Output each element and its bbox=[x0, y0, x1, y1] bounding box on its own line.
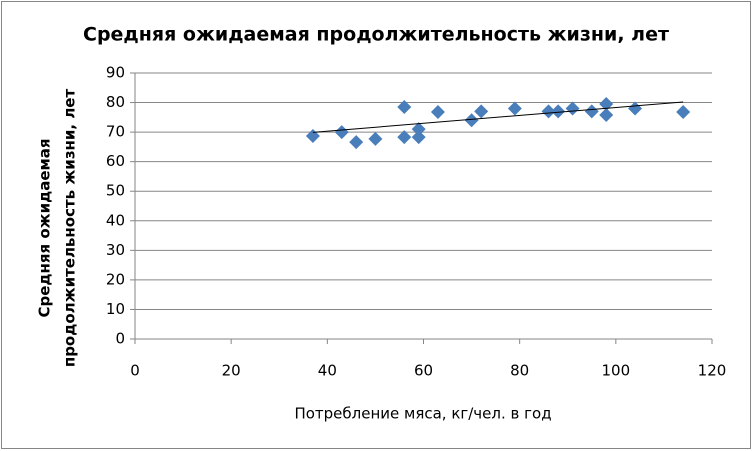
marker bbox=[584, 104, 599, 119]
marker bbox=[565, 101, 580, 116]
y-tick-label: 40 bbox=[106, 211, 125, 229]
chart-title: Средняя ожидаемая продолжительность жизн… bbox=[83, 24, 669, 46]
y-axis-label: Средняя ожидаемая продолжительность жизн… bbox=[36, 89, 79, 368]
marker bbox=[628, 101, 643, 116]
x-tick-label: 100 bbox=[602, 362, 631, 380]
y-tick-label: 70 bbox=[106, 123, 125, 141]
marker bbox=[334, 125, 349, 140]
y-tick-label: 80 bbox=[106, 93, 125, 111]
y-tick-label: 0 bbox=[115, 330, 125, 348]
y-tick-label: 90 bbox=[106, 64, 125, 82]
marker bbox=[599, 107, 614, 122]
marker bbox=[430, 105, 445, 120]
marker bbox=[676, 105, 691, 120]
x-tick-label: 60 bbox=[414, 362, 433, 380]
y-tick-label: 10 bbox=[106, 300, 125, 318]
marker bbox=[349, 135, 364, 150]
x-tick-label: 0 bbox=[130, 362, 140, 380]
y-tick-label: 50 bbox=[106, 182, 125, 200]
marker bbox=[411, 130, 426, 145]
y-axis-label-line: Средняя ожидаемая bbox=[36, 138, 54, 317]
marker bbox=[551, 104, 566, 119]
y-tick-label: 60 bbox=[106, 152, 125, 170]
marker bbox=[368, 131, 383, 146]
x-axis-label: Потребление мяса, кг/чел. в год bbox=[294, 405, 551, 423]
x-tick-label: 40 bbox=[318, 362, 337, 380]
x-tick-label: 120 bbox=[698, 362, 727, 380]
y-axis-label-line: продолжительность жизни, лет bbox=[61, 89, 79, 368]
marker bbox=[541, 104, 556, 119]
marker bbox=[397, 99, 412, 114]
marker bbox=[474, 104, 489, 119]
marker bbox=[507, 101, 522, 116]
y-tick-label: 20 bbox=[106, 270, 125, 288]
marker bbox=[411, 122, 426, 137]
y-tick-label: 30 bbox=[106, 241, 125, 259]
x-tick-label: 20 bbox=[222, 362, 241, 380]
x-tick-label: 80 bbox=[510, 362, 529, 380]
marker bbox=[464, 113, 479, 128]
marker bbox=[397, 130, 412, 145]
trendline bbox=[312, 101, 684, 133]
